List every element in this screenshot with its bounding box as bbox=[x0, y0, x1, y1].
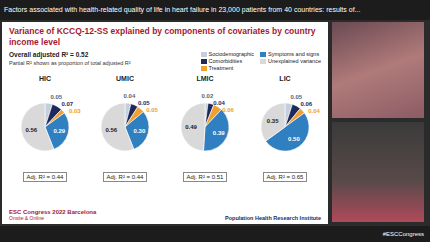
svg-text:0.04: 0.04 bbox=[308, 108, 320, 114]
svg-text:0.04: 0.04 bbox=[213, 100, 225, 106]
html-text:Treatment: Treatment bbox=[208, 65, 234, 71]
html-text:UMIC: UMIC bbox=[116, 75, 134, 82]
html-text:Comorbidities: Comorbidities bbox=[208, 58, 243, 64]
svg-text:0.05: 0.05 bbox=[146, 107, 158, 113]
svg-text:0.56: 0.56 bbox=[106, 127, 118, 133]
svg-text:0.06: 0.06 bbox=[222, 107, 234, 113]
html-text:Unexplained variance: Unexplained variance bbox=[268, 58, 321, 64]
html-text:Onsite & Online: Onsite & Online bbox=[9, 215, 44, 221]
svg-text:0.06: 0.06 bbox=[301, 101, 313, 107]
svg-text:0.04: 0.04 bbox=[124, 93, 136, 99]
svg-text:0.49: 0.49 bbox=[185, 124, 197, 130]
svg-text:0.39: 0.39 bbox=[213, 130, 225, 136]
html-text:Adj. R² = 0.44: Adj. R² = 0.44 bbox=[26, 174, 64, 180]
svg-text:0.35: 0.35 bbox=[267, 118, 279, 124]
html-text:ESC Congress 2022 Barcelona: ESC Congress 2022 Barcelona bbox=[9, 209, 97, 215]
html-text:Symptoms and signs: Symptoms and signs bbox=[268, 51, 320, 57]
html-text:Population Health Research Ins: Population Health Research Institute bbox=[225, 215, 321, 221]
html-text:Partial R² shown as proportion: Partial R² shown as proportion of total … bbox=[9, 60, 131, 66]
html-text:Factors associated with health: Factors associated with health-related q… bbox=[4, 6, 361, 13]
svg-text:0.05: 0.05 bbox=[290, 94, 302, 100]
svg-text:0.29: 0.29 bbox=[53, 128, 65, 134]
svg-text:0.05: 0.05 bbox=[50, 94, 62, 100]
svg-text:0.30: 0.30 bbox=[134, 128, 146, 134]
html-text:LIC: LIC bbox=[279, 75, 291, 82]
html-text:Adj. R² = 0.44: Adj. R² = 0.44 bbox=[106, 174, 144, 180]
html-text:LMIC: LMIC bbox=[196, 75, 214, 82]
html-text:Adj. R² = 0.65: Adj. R² = 0.65 bbox=[266, 174, 304, 180]
svg-text:0.56: 0.56 bbox=[26, 127, 38, 133]
html-text:Adj. R² = 0.51: Adj. R² = 0.51 bbox=[186, 174, 224, 180]
svg-text:0.07: 0.07 bbox=[61, 101, 73, 107]
svg-text:0.05: 0.05 bbox=[138, 100, 150, 106]
svg-text:0.02: 0.02 bbox=[202, 93, 214, 99]
html-text:Overall adjusted R² = 0.52: Overall adjusted R² = 0.52 bbox=[9, 51, 89, 58]
html-text:HIC: HIC bbox=[39, 75, 51, 82]
svg-text:0.50: 0.50 bbox=[288, 136, 300, 142]
html-text:#ESCCongress: #ESCCongress bbox=[382, 231, 424, 237]
html-text:Sociodemographic: Sociodemographic bbox=[208, 51, 255, 57]
html-text:Variance of KCCQ-12-SS explain: Variance of KCCQ-12-SS explained by comp… bbox=[9, 26, 316, 47]
svg-text:0.03: 0.03 bbox=[69, 108, 81, 114]
